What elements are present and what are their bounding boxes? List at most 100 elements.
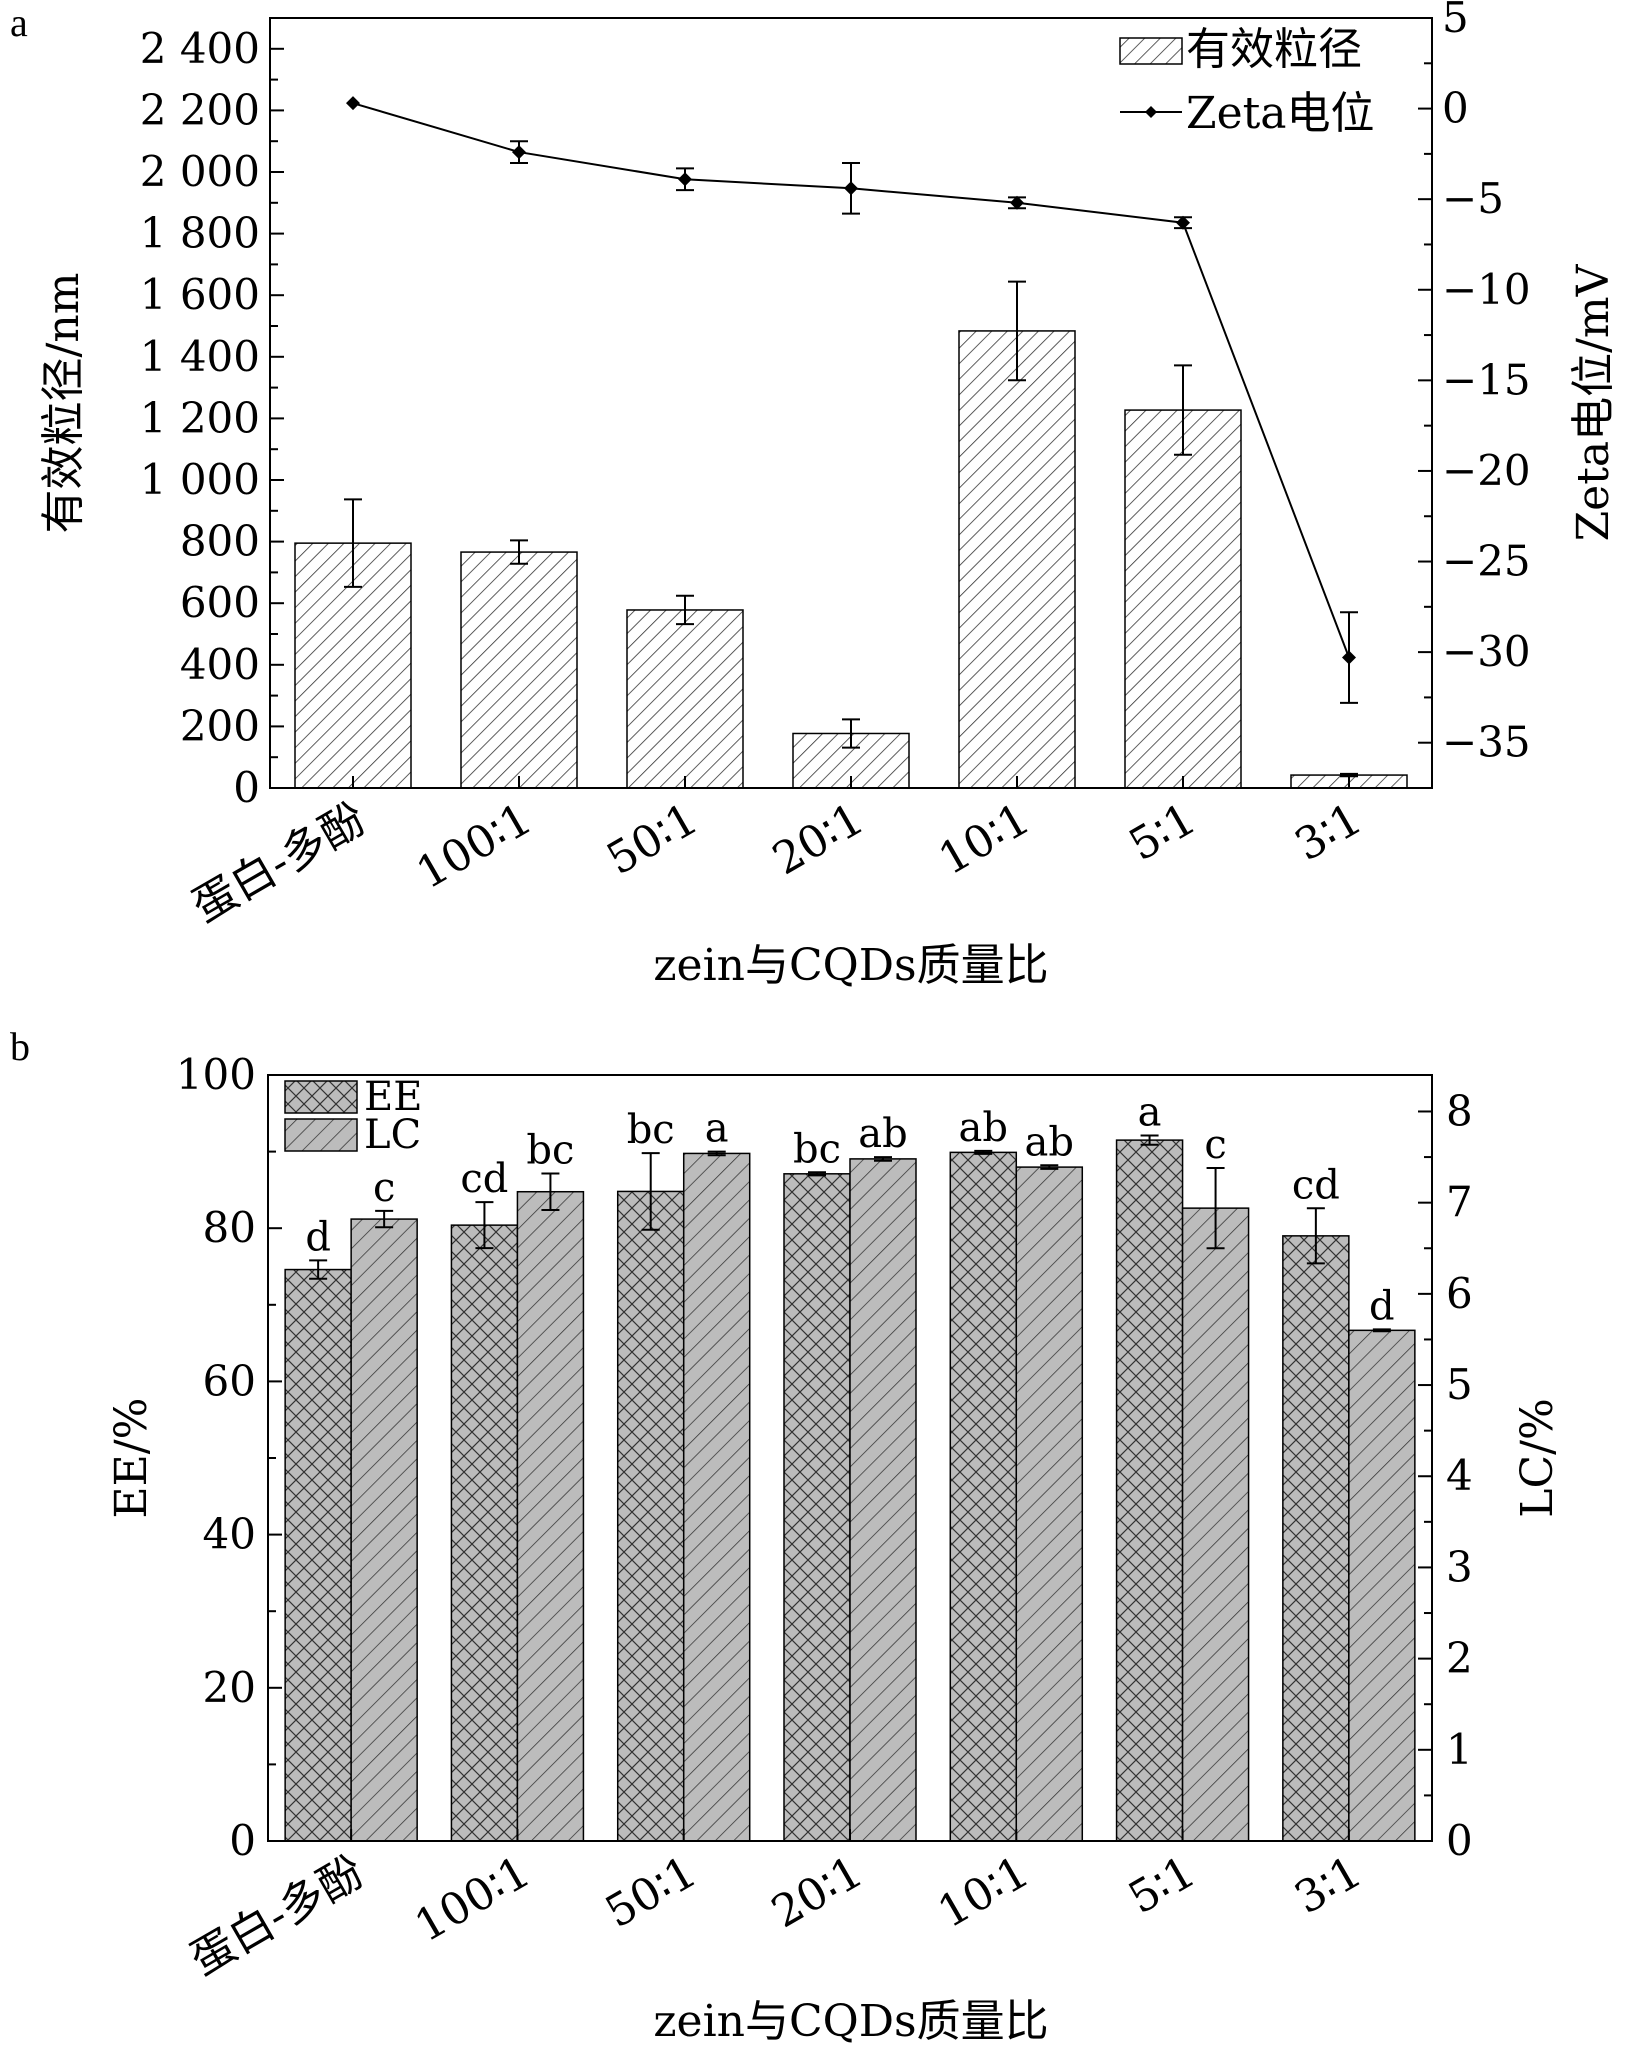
panel-a-y-axis-label: 有效粒径/nm bbox=[38, 273, 89, 534]
ee-significance-letter: bc bbox=[627, 1107, 675, 1153]
ee-significance-letter: bc bbox=[793, 1126, 841, 1172]
a-y-tick-label: 1 000 bbox=[140, 455, 260, 504]
lc-bar bbox=[1181, 1207, 1250, 1842]
particle-size-error-bar bbox=[676, 594, 694, 626]
b-x-tick-label: 10∶1 bbox=[930, 1846, 1038, 1938]
lc-significance-letter: bc bbox=[526, 1127, 574, 1173]
a-y2-tick-label: 0 bbox=[1442, 84, 1469, 133]
panel-a-legend: 有效粒径 Zeta电位 bbox=[1119, 24, 1375, 139]
ee-error-bar bbox=[475, 1201, 494, 1250]
panel-b-left-axis: 0 20 40 60 80 100 bbox=[176, 1050, 282, 1865]
a-y-tick-label: 400 bbox=[180, 640, 260, 689]
panel-a-y2-axis-label: Zeta电位/mV bbox=[1568, 263, 1619, 541]
panel-a-bar-errors bbox=[344, 280, 1358, 778]
panel-a-right-axis: 5 0 −5 −10 −15 −20 −25 −30 −35 bbox=[1418, 0, 1531, 767]
panel-a-left-axis: 0 200 400 600 800 1 000 1 200 1 400 1 600 1 800 2 … bbox=[140, 24, 284, 812]
ee-bar bbox=[450, 1224, 519, 1842]
a-x-tick-label: 50∶1 bbox=[598, 793, 706, 885]
zeta-point bbox=[844, 181, 858, 196]
panel-b-y-axis-label: EE/% bbox=[106, 1398, 157, 1519]
b-y2-tick-label: 5 bbox=[1446, 1360, 1473, 1409]
lc-error-bar bbox=[1206, 1167, 1225, 1250]
ee-error-bar bbox=[1306, 1207, 1325, 1265]
b-x-tick-label: 蛋白-多酚 bbox=[182, 1846, 373, 1986]
ee-error-bar bbox=[974, 1149, 993, 1155]
ee-error-bar bbox=[641, 1152, 660, 1231]
a-y-tick-label: 2 200 bbox=[140, 85, 260, 134]
lc-error-bar bbox=[541, 1172, 560, 1211]
a-y2-tick-label: −5 bbox=[1442, 174, 1504, 223]
a-y-tick-label: 200 bbox=[180, 701, 260, 750]
particle-size-bar bbox=[460, 551, 578, 789]
lc-error-bar bbox=[375, 1209, 394, 1229]
ee-significance-letter: cd bbox=[460, 1156, 508, 1202]
b-x-tick-label: 5∶1 bbox=[1120, 1846, 1204, 1924]
panel-a: 0 200 400 600 800 1 000 1 200 1 400 1 600 1 800 2 … bbox=[38, 0, 1619, 991]
a-y2-tick-label: −30 bbox=[1442, 627, 1531, 676]
lc-bar bbox=[849, 1158, 917, 1842]
panel-a-x-axis: 蛋白-多酚 100∶1 50∶1 20∶1 10∶1 5∶1 3∶1 bbox=[184, 776, 1371, 933]
ee-bar bbox=[284, 1268, 352, 1842]
a-y-tick-label: 1 200 bbox=[140, 393, 260, 442]
panel-b-legend: EE LC bbox=[284, 1074, 422, 1158]
legend-label-ee: EE bbox=[364, 1074, 422, 1120]
ee-significance-letter: a bbox=[1138, 1090, 1162, 1136]
lc-bar bbox=[516, 1190, 585, 1842]
lc-error-bar bbox=[707, 1150, 726, 1157]
particle-size-error-bar bbox=[344, 498, 362, 588]
a-x-tick-label: 3∶1 bbox=[1287, 793, 1371, 871]
legend-label-zeta: Zeta电位 bbox=[1186, 88, 1375, 139]
zeta-point bbox=[678, 172, 692, 187]
a-y-tick-label: 1 800 bbox=[140, 209, 260, 258]
zeta-point bbox=[1010, 195, 1024, 210]
zeta-point bbox=[346, 96, 360, 111]
b-y2-tick-label: 1 bbox=[1446, 1725, 1473, 1774]
zeta-point bbox=[1176, 215, 1190, 230]
ee-bar bbox=[949, 1151, 1018, 1842]
ee-bar bbox=[1115, 1139, 1184, 1842]
panel-a-bars bbox=[294, 330, 1408, 789]
a-y2-tick-label: −25 bbox=[1442, 537, 1531, 586]
panel-b-y2-axis-label: LC/% bbox=[1512, 1398, 1563, 1518]
b-y2-tick-label: 6 bbox=[1446, 1269, 1473, 1318]
a-y2-tick-label: −20 bbox=[1442, 446, 1531, 495]
ee-error-bar bbox=[808, 1171, 826, 1177]
lc-bar bbox=[350, 1218, 418, 1842]
lc-significance-letter: c bbox=[1204, 1122, 1226, 1168]
b-y-tick-label: 80 bbox=[203, 1203, 256, 1252]
ee-error-bar bbox=[1140, 1134, 1159, 1146]
b-y-tick-label: 0 bbox=[229, 1816, 256, 1865]
a-x-tick-label: 10∶1 bbox=[930, 793, 1038, 885]
panel-a-label: a bbox=[10, 0, 28, 45]
legend-swatch-ee bbox=[284, 1080, 358, 1114]
b-x-tick-label: 50∶1 bbox=[597, 1846, 705, 1938]
a-y-tick-label: 2 000 bbox=[140, 147, 260, 196]
a-x-tick-label: 100∶1 bbox=[408, 793, 540, 899]
b-y-tick-label: 40 bbox=[203, 1510, 256, 1559]
panel-b-label: b bbox=[10, 1024, 30, 1069]
a-y2-tick-label: −35 bbox=[1442, 718, 1531, 767]
b-y-tick-label: 60 bbox=[203, 1356, 256, 1405]
a-y-tick-label: 600 bbox=[180, 578, 260, 627]
panel-b-right-axis: 0 1 2 3 4 5 6 7 8 bbox=[1418, 1086, 1473, 1865]
legend-label-lc: LC bbox=[364, 1112, 421, 1158]
a-y2-tick-label: −10 bbox=[1442, 265, 1531, 314]
lc-bar bbox=[682, 1152, 751, 1842]
legend-swatch-lc bbox=[284, 1118, 358, 1152]
ee-significance-letter: ab bbox=[959, 1105, 1008, 1151]
a-y-tick-label: 800 bbox=[180, 517, 260, 566]
ee-bar bbox=[616, 1190, 685, 1842]
b-y2-tick-label: 4 bbox=[1446, 1451, 1473, 1500]
ee-bar bbox=[1282, 1235, 1350, 1842]
panel-a-zeta-line bbox=[346, 96, 1358, 704]
a-x-tick-label: 5∶1 bbox=[1121, 793, 1205, 871]
b-x-tick-label: 100∶1 bbox=[407, 1846, 539, 1952]
lc-error-bar bbox=[1372, 1328, 1391, 1333]
a-y-tick-label: 2 400 bbox=[140, 24, 260, 73]
a-x-tick-label: 蛋白-多酚 bbox=[184, 793, 375, 933]
b-x-tick-label: 20∶1 bbox=[763, 1846, 871, 1938]
a-x-tick-label: 20∶1 bbox=[764, 793, 872, 885]
a-y-tick-label: 0 bbox=[233, 763, 260, 812]
